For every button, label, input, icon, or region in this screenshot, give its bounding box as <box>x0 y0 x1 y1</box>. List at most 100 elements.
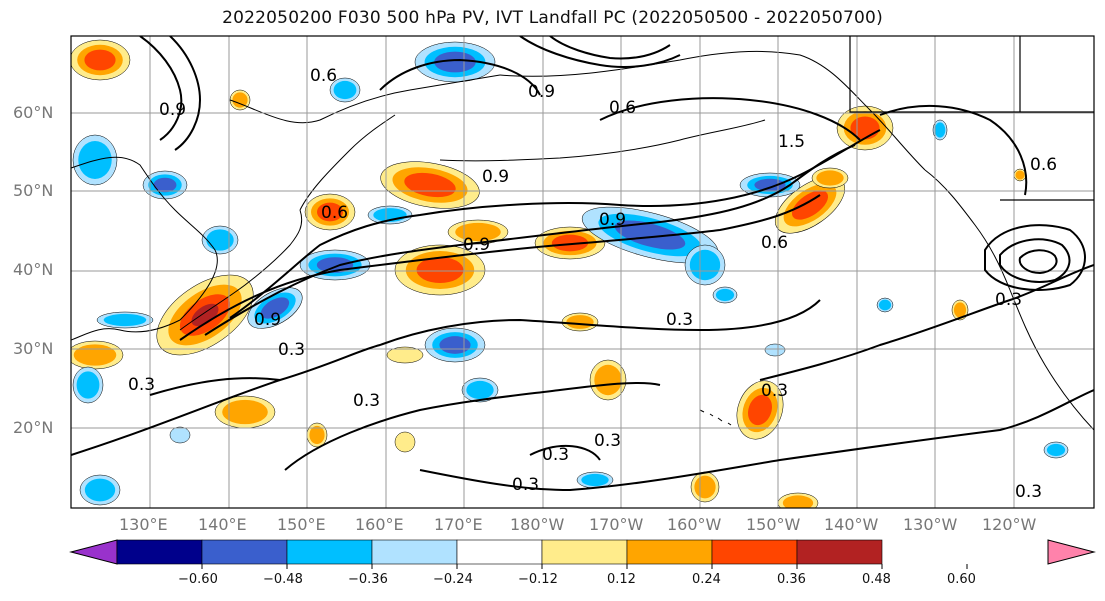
contour-label: 0.3 <box>542 445 569 465</box>
lat-label: 50°N <box>13 181 54 200</box>
contour-0.6-main <box>179 194 821 341</box>
colorbar-swatch <box>626 539 713 565</box>
contour-label: 0.6 <box>310 66 337 86</box>
lon-label: 170°E <box>434 515 483 534</box>
na-westcoast <box>924 169 1094 431</box>
lon-label: 170°W <box>589 515 644 534</box>
positive-anomaly-patch <box>232 92 248 108</box>
negative-anomaly-patch <box>764 343 786 357</box>
negative-anomaly-patch <box>206 229 234 251</box>
lon-label: 150°E <box>277 515 326 534</box>
colorbar-tick-label: −0.24 <box>433 572 473 587</box>
lon-label: 160°W <box>667 515 722 534</box>
lon-label: 120°W <box>982 515 1037 534</box>
colorbar-tick-label: −0.12 <box>518 572 558 587</box>
contour-bering-2 <box>549 36 671 60</box>
map-area: 0.3 0.3 0.3 0.3 0.3 0.3 0.3 0.3 0.3 0.3 … <box>71 36 1094 508</box>
positive-anomaly-patch <box>1015 170 1025 180</box>
siberia-coastline <box>229 74 501 124</box>
contour-0.3-east <box>759 264 1094 381</box>
gridlines <box>71 36 1094 508</box>
positive-anomaly-patch <box>791 190 829 220</box>
positive-anomaly-patch <box>953 302 967 318</box>
negative-anomaly-patch <box>1046 443 1066 457</box>
positive-anomaly-patch <box>782 495 814 508</box>
colorbar-tick-label: 0.24 <box>692 572 721 587</box>
contour-north-pacific <box>599 97 861 141</box>
contour-0.3-tropic <box>284 381 661 471</box>
contour-label: 0.3 <box>995 290 1022 310</box>
negative-anomaly-patch <box>439 336 471 354</box>
contour-label: 0.3 <box>128 375 155 395</box>
negative-anomaly-patch <box>333 80 357 100</box>
contour-label: 0.6 <box>321 203 348 223</box>
contour-label: 0.3 <box>666 310 693 330</box>
kamchatka-coastline <box>299 114 396 211</box>
colorbar-tick-label: 0.48 <box>862 572 891 587</box>
contour-label: 0.9 <box>463 235 490 255</box>
colorbar-swatch <box>541 539 628 565</box>
positive-anomaly-patch <box>73 344 117 366</box>
contour-central <box>529 444 601 461</box>
positive-anomaly-patch <box>566 315 594 329</box>
contour-label: 0.6 <box>609 98 636 118</box>
contour-siberia-2 <box>169 36 202 151</box>
negative-anomaly-patch <box>934 122 946 138</box>
borders <box>849 36 1094 201</box>
negative-anomaly-patch <box>466 380 494 400</box>
colorbar <box>69 539 1096 569</box>
asia-coastline <box>71 156 218 341</box>
negative-anomaly-patch <box>614 220 686 250</box>
alaska-coastline <box>499 50 926 171</box>
hawaii-islands <box>699 409 732 426</box>
colorbar-tick-label: −0.60 <box>178 572 218 587</box>
colorbar-swatch <box>711 539 798 565</box>
contour-label: 0.3 <box>353 391 380 411</box>
negative-anomaly-patch <box>878 299 892 311</box>
positive-anomaly-patch <box>416 257 464 283</box>
positive-anomaly-patch <box>222 399 268 425</box>
positive-anomaly-patch <box>317 202 343 222</box>
negative-anomaly-patch <box>153 177 177 193</box>
lat-label: 60°N <box>13 103 54 122</box>
lon-label: 180°W <box>510 515 565 534</box>
positive-anomaly-patch <box>747 394 773 426</box>
aleutian-coastline <box>439 119 766 162</box>
colorbar-extend-left <box>69 539 118 565</box>
contour-na-low-inner <box>1018 249 1058 275</box>
contour-label: 1.5 <box>778 132 805 152</box>
contour-label: 0.6 <box>761 233 788 253</box>
lat-label: 40°N <box>13 260 54 279</box>
contour-label: 0.9 <box>159 100 186 120</box>
positive-anomaly-patch <box>191 303 219 327</box>
colorbar-swatch <box>796 539 883 565</box>
lat-label: 20°N <box>13 418 54 437</box>
colorbar-tick-label: 0.60 <box>947 572 976 587</box>
coastlines <box>71 50 1094 431</box>
colorbar-swatch <box>286 539 373 565</box>
colorbar-tick-label: 0.36 <box>777 572 806 587</box>
lon-label: 140°E <box>198 515 247 534</box>
positive-anomaly-patch <box>594 364 622 396</box>
contour-na-low-mid <box>999 238 1071 283</box>
negative-anomaly-patch <box>103 313 147 327</box>
contour-label: 0.6 <box>1030 155 1057 175</box>
map-frame <box>70 35 1095 509</box>
japan-coastline <box>179 209 303 331</box>
colorbar-swatch <box>201 539 288 565</box>
contour-arctic <box>379 58 541 96</box>
positive-anomaly-patch <box>84 49 116 71</box>
colorbar-swatch <box>371 539 458 565</box>
negative-anomaly-patch <box>754 178 786 192</box>
contour-0.3-low <box>419 389 1094 492</box>
negative-anomaly-patch <box>581 473 609 487</box>
contour-label: 0.3 <box>761 381 788 401</box>
negative-anomaly-patch <box>76 371 100 399</box>
lon-label: 130°E <box>119 515 168 534</box>
positive-anomaly-patch <box>816 170 844 186</box>
lon-label: 160°E <box>355 515 404 534</box>
map-title: 2022050200 F030 500 hPa PV, IVT Landfall… <box>222 8 883 28</box>
colorbar-swatch <box>456 539 543 565</box>
contour-1.5-main <box>229 129 881 319</box>
